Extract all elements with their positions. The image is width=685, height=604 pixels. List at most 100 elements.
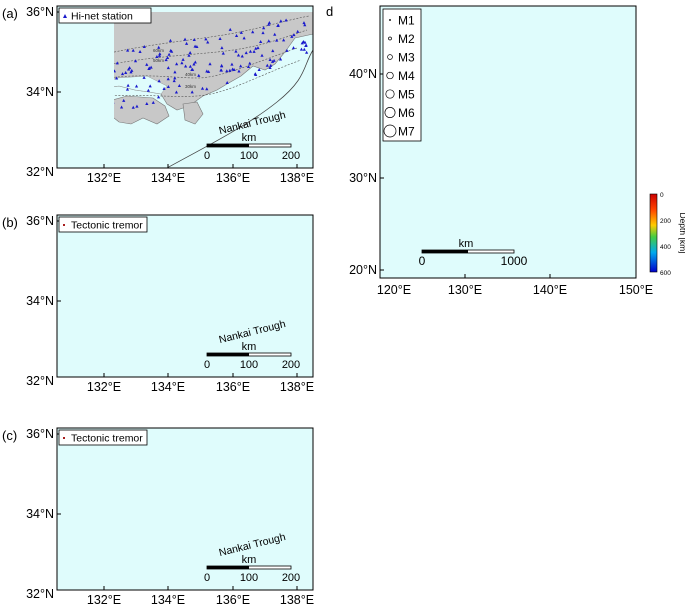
sea-area <box>57 215 313 377</box>
lon-tick-label: 132°E <box>87 380 121 394</box>
scale-tick: 100 <box>240 572 258 584</box>
station-marker <box>155 55 159 59</box>
lon-tick-label: 150°E <box>619 283 653 297</box>
station-marker <box>192 62 196 66</box>
station-marker <box>248 49 253 53</box>
colorbar-tick-label: 400 <box>660 244 671 251</box>
magnitude-symbol <box>389 19 391 21</box>
lon-tick-label: 136°E <box>216 380 250 394</box>
sea-area <box>380 6 636 278</box>
lon-tick-label: 120°E <box>377 283 411 297</box>
station-marker <box>193 44 197 48</box>
legend-box <box>58 216 148 233</box>
station-marker <box>162 87 166 91</box>
station-marker <box>230 62 234 66</box>
nankai-trough-line <box>166 49 314 169</box>
lon-tick-label: 138°E <box>280 380 314 394</box>
station-marker <box>232 67 236 71</box>
lat-tick-label: 32°N <box>26 374 54 388</box>
station-marker <box>177 84 181 88</box>
station-marker <box>114 102 115 104</box>
station-marker <box>208 62 212 66</box>
station-marker <box>292 33 296 37</box>
station-marker <box>119 105 124 109</box>
depth-contour <box>114 59 302 97</box>
magnitude-symbol <box>387 54 393 60</box>
station-marker <box>192 38 196 42</box>
station-marker <box>248 61 252 65</box>
station-marker <box>147 66 151 70</box>
station-marker <box>299 47 304 51</box>
map-frame <box>56 5 314 169</box>
station-marker <box>131 48 135 52</box>
station-marker <box>246 65 251 69</box>
station-marker <box>166 85 170 89</box>
lon-tick-label: 132°E <box>87 171 121 185</box>
station-marker <box>184 64 188 68</box>
station-marker <box>157 53 162 57</box>
panel-label: (a) <box>2 6 18 21</box>
lon-tick-label: 130°E <box>448 283 482 297</box>
station-marker <box>220 46 224 50</box>
station-marker <box>244 51 248 55</box>
panel-c: 60km50km40km30km(c)36°N34°N32°N132°E134°… <box>2 427 314 604</box>
lat-tick-label: 36°N <box>26 214 54 228</box>
station-marker <box>220 63 224 67</box>
lat-tick-label: 36°N <box>26 427 54 441</box>
station-marker <box>187 53 191 57</box>
station-marker <box>242 36 246 40</box>
station-marker <box>200 86 205 90</box>
legend-box <box>58 429 148 446</box>
station-marker <box>228 68 232 72</box>
station-marker <box>206 40 210 44</box>
panel-a: 60km 50km 40km 30km (a) 36°N 34°N 32°N 132°E 134°… <box>2 5 314 185</box>
station-marker <box>225 69 229 73</box>
colorbar-tick-label: 200 <box>660 218 671 225</box>
station-marker <box>183 37 187 41</box>
station-marker <box>269 63 273 67</box>
legend-label: Tectonic tremor <box>71 220 143 232</box>
lat-tick-label: 30°N <box>349 171 377 185</box>
scale-tick: 1000 <box>501 254 528 268</box>
station-marker <box>133 59 138 63</box>
lat-tick-label: 34°N <box>26 507 54 521</box>
scale-tick: 200 <box>282 359 300 371</box>
station-marker <box>195 45 199 49</box>
scale-bar-segment <box>422 250 468 253</box>
station-marker <box>240 54 244 58</box>
colorbar-title: Depth [km] <box>678 212 685 253</box>
lon-tick-label: 140°E <box>533 283 567 297</box>
scale-unit: km <box>459 238 474 250</box>
scale-bar-segment <box>207 144 249 147</box>
colorbar-tick-label: 600 <box>660 270 671 277</box>
station-marker <box>168 38 173 42</box>
scale-tick: 0 <box>204 572 210 584</box>
scale-tick: 0 <box>204 150 210 162</box>
station-marker <box>149 65 153 69</box>
scale-bar-segment <box>207 353 249 356</box>
station-marker <box>170 49 174 53</box>
scale-unit: km <box>242 341 257 353</box>
map-frame <box>379 5 637 279</box>
lon-tick-label: 136°E <box>216 171 250 185</box>
station-marker <box>234 49 238 53</box>
scale-tick: 200 <box>282 572 300 584</box>
contour-label: 40km <box>185 72 196 77</box>
station-marker <box>257 67 261 71</box>
sea-area <box>57 428 313 590</box>
station-marker <box>151 100 155 104</box>
station-marker <box>173 70 177 74</box>
station-marker <box>261 31 265 35</box>
lat-tick-label: 34°N <box>26 294 54 308</box>
station-marker <box>239 30 243 34</box>
station-marker <box>197 73 201 77</box>
station-marker <box>302 47 306 51</box>
station-marker <box>114 69 117 73</box>
station-marker <box>120 72 125 76</box>
depth-contour <box>114 15 310 53</box>
station-marker <box>175 62 179 66</box>
legend-station-symbol <box>63 14 67 18</box>
legend-tremor-symbol <box>63 224 65 226</box>
station-marker <box>115 76 119 80</box>
